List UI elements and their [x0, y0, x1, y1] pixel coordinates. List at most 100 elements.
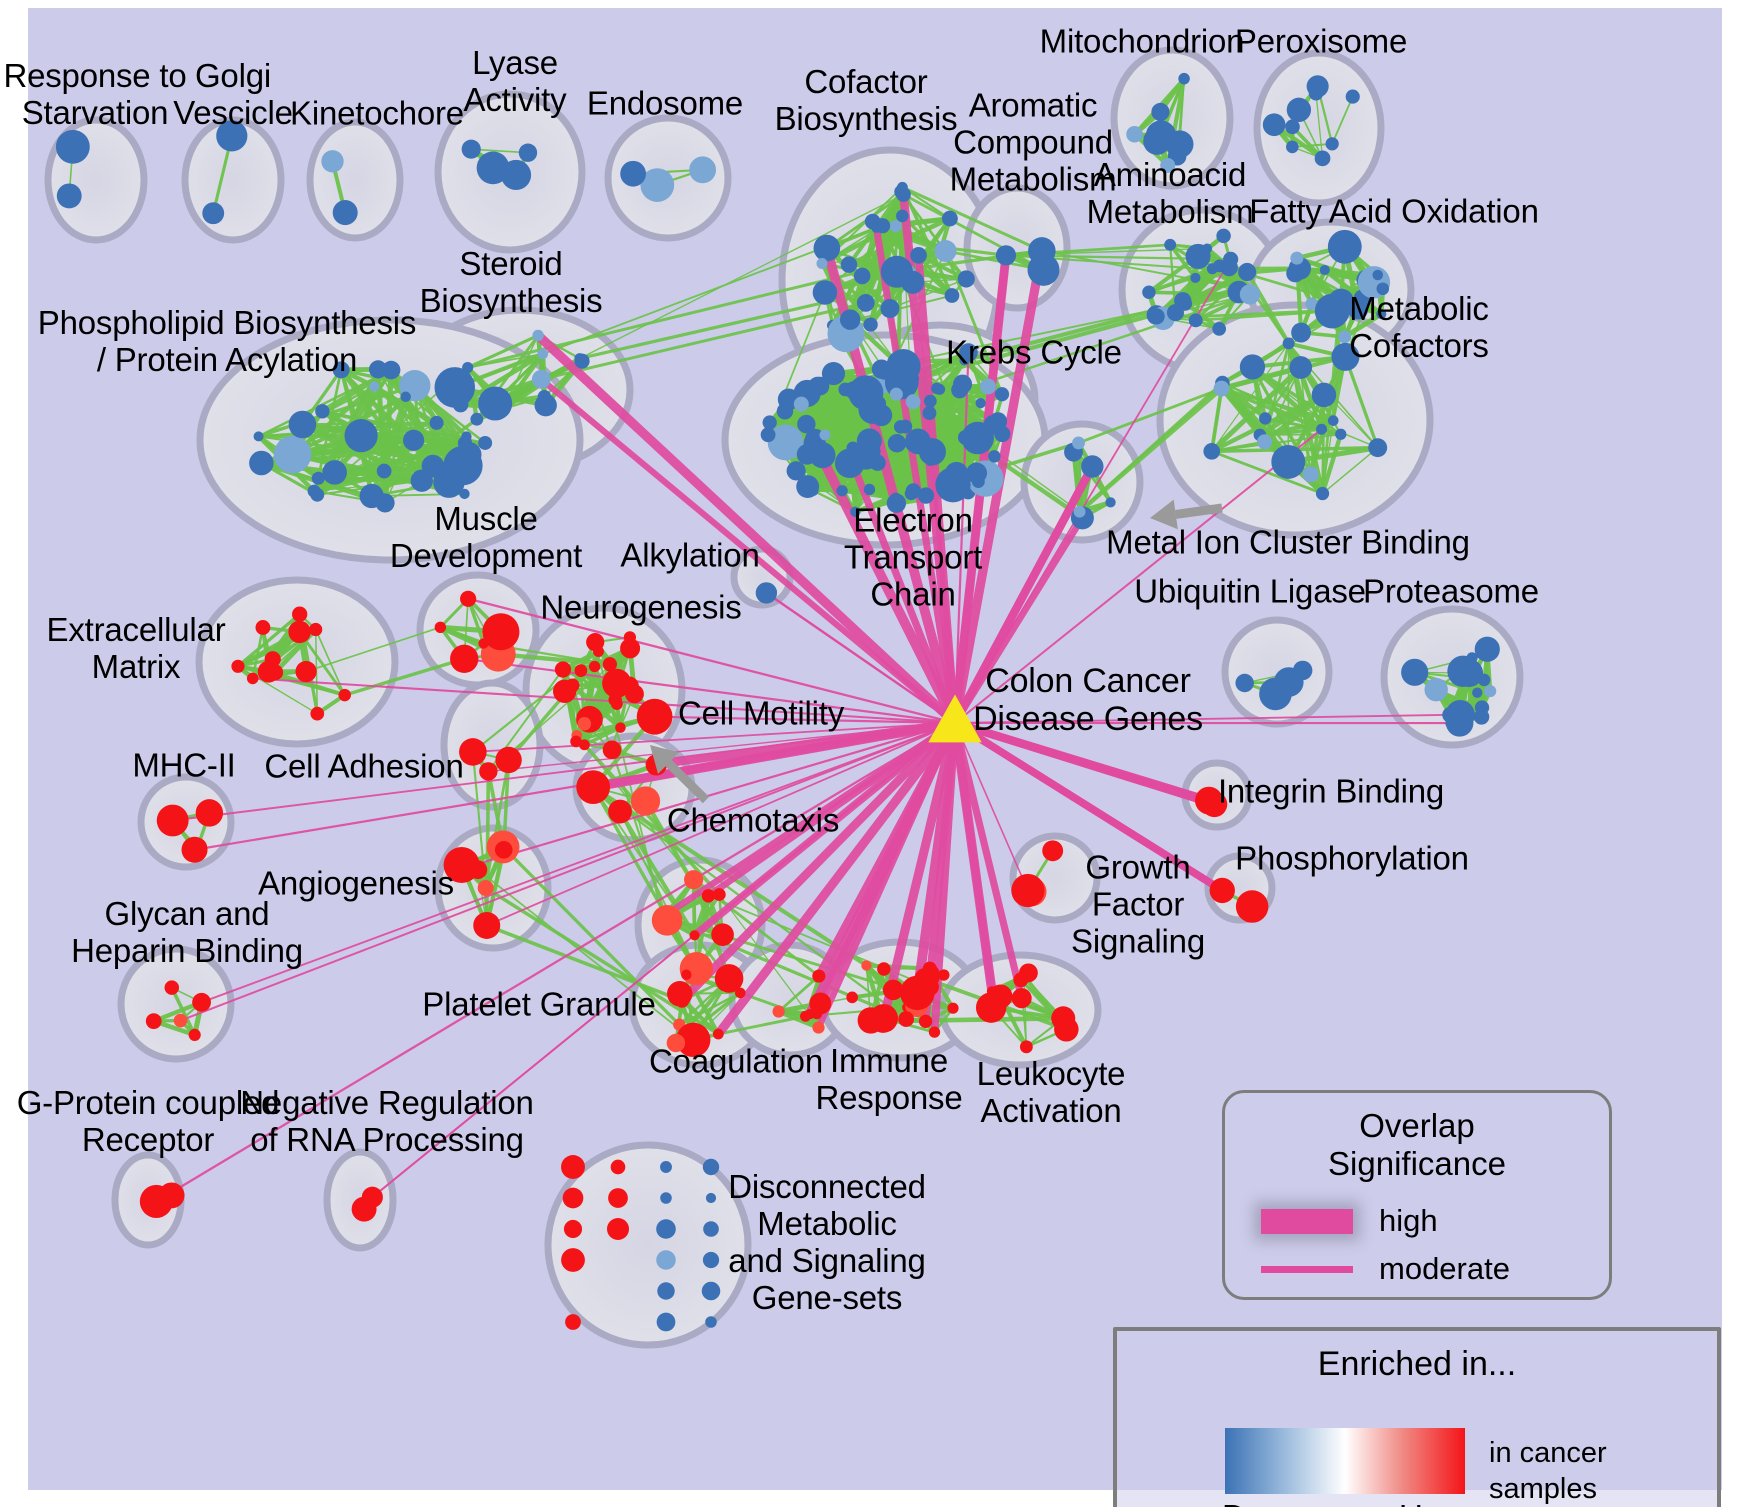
gene-set-node: [810, 376, 830, 396]
gene-set-node: [660, 1161, 672, 1173]
gene-set-node: [905, 483, 922, 499]
edge-bridge: [579, 193, 904, 360]
edge-bridge: [305, 626, 441, 673]
gene-set-node: [947, 1002, 959, 1014]
gene-set-node: [843, 450, 857, 463]
gene-set-node: [1148, 308, 1165, 325]
gene-set-node: [55, 129, 90, 164]
edge-within-peroxisome: [1315, 93, 1324, 159]
edge-within-metabolic-cofactors: [1343, 356, 1380, 449]
gene-set-node: [844, 381, 863, 400]
gene-set-node: [863, 483, 876, 496]
legend-enriched-title: Enriched in...: [1317, 1345, 1517, 1383]
gene-set-node: [786, 461, 806, 481]
edge-within-metabolic-cofactors: [1250, 365, 1324, 431]
gene-set-node: [1368, 438, 1388, 458]
edge-within-peroxisome: [1292, 142, 1333, 148]
gene-set-node: [793, 396, 809, 412]
gene-set-node: [1126, 126, 1143, 143]
gene-set-node: [819, 429, 831, 441]
edge-bridge: [501, 845, 681, 1026]
gene-set-node: [574, 353, 586, 364]
gene-set-node: [1028, 237, 1056, 265]
gene-set-node: [1484, 685, 1497, 698]
gene-set-node: [322, 460, 347, 485]
gene-set-node: [861, 960, 872, 971]
gene-set-node: [667, 980, 693, 1007]
gene-set-node: [705, 1316, 717, 1328]
gene-set-node: [889, 220, 902, 233]
cluster-halo-mitochondrion: [1110, 46, 1234, 190]
gene-set-node: [839, 309, 861, 330]
legend-entry-moderate-label: moderate: [1379, 1251, 1510, 1286]
gene-set-node: [656, 1250, 676, 1270]
gene-set-node: [957, 429, 973, 445]
gene-set-node: [1166, 304, 1185, 322]
gene-set-node: [381, 360, 401, 380]
gene-set-node: [918, 1014, 933, 1028]
hub-edge-steroid-biosynthesis: [534, 331, 959, 727]
gene-set-node: [156, 804, 189, 837]
gene-set-node: [1238, 262, 1257, 282]
edge-within-metabolic-cofactors: [1210, 388, 1223, 452]
gene-set-node: [1314, 150, 1331, 167]
gene-set-node: [870, 404, 893, 427]
gene-set-node: [1178, 296, 1193, 311]
gene-set-node: [315, 404, 330, 419]
gene-set-node: [288, 620, 311, 644]
gene-set-node: [762, 415, 777, 430]
hub-triangle-colon-cancer-disease-genes[interactable]: [928, 694, 982, 743]
gene-set-node: [1259, 412, 1272, 425]
gene-set-node: [853, 267, 871, 285]
gene-set-node: [961, 421, 994, 455]
edge-within-cofactor-biosynthesis: [889, 278, 967, 310]
gene-set-node: [931, 382, 943, 395]
gene-set-node: [1143, 127, 1171, 155]
gene-set-node: [1042, 840, 1064, 862]
gene-set-node: [821, 362, 846, 386]
gene-set-node: [1073, 505, 1086, 518]
gene-set-node: [636, 698, 673, 735]
gene-set-node: [173, 1013, 188, 1028]
gene-set-node: [1209, 877, 1235, 904]
hub-edge-mhc-ii: [172, 722, 956, 822]
gene-set-node: [886, 493, 907, 513]
gene-set-node: [479, 762, 498, 781]
edge-within-cofactor-biosynthesis: [844, 193, 906, 335]
gene-set-node: [1376, 308, 1387, 320]
gene-set-node: [563, 1219, 583, 1239]
gene-set-node: [576, 770, 611, 805]
gene-set-node: [608, 693, 622, 707]
gene-set-node: [1178, 72, 1190, 85]
edge-within-steroid-biosynthesis: [500, 353, 544, 400]
gene-set-node: [434, 367, 476, 408]
gene-set-node: [734, 987, 746, 999]
gene-set-node: [760, 427, 776, 443]
gene-set-node: [537, 348, 549, 360]
gene-set-node: [917, 487, 935, 504]
gene-set-node: [139, 1184, 173, 1219]
gene-set-node: [518, 143, 538, 162]
hub-edge-krebs-cycle: [953, 352, 970, 724]
gene-set-node: [975, 397, 986, 409]
gene-set-node: [656, 1219, 676, 1239]
gene-set-node: [1472, 687, 1483, 698]
gene-set-node: [886, 349, 921, 384]
hub-edge-platelet-granule: [678, 719, 959, 1004]
gene-set-node: [1203, 443, 1221, 460]
gene-set-node: [809, 442, 836, 469]
gene-set-node: [630, 786, 661, 816]
gene-set-node: [494, 840, 513, 859]
gene-set-node: [461, 139, 481, 159]
gene-set-node: [1188, 313, 1203, 328]
edge-within-cofactor-biosynthesis: [821, 254, 919, 265]
edge-bridge: [661, 915, 907, 1021]
gene-set-node: [934, 239, 957, 262]
gene-set-node: [1376, 282, 1390, 296]
gene-set-node: [332, 361, 350, 379]
gene-set-node: [145, 1013, 162, 1030]
gene-set-node: [918, 438, 946, 466]
gene-set-node: [292, 606, 308, 622]
gene-set-node: [534, 394, 557, 417]
gene-set-node: [651, 905, 683, 936]
